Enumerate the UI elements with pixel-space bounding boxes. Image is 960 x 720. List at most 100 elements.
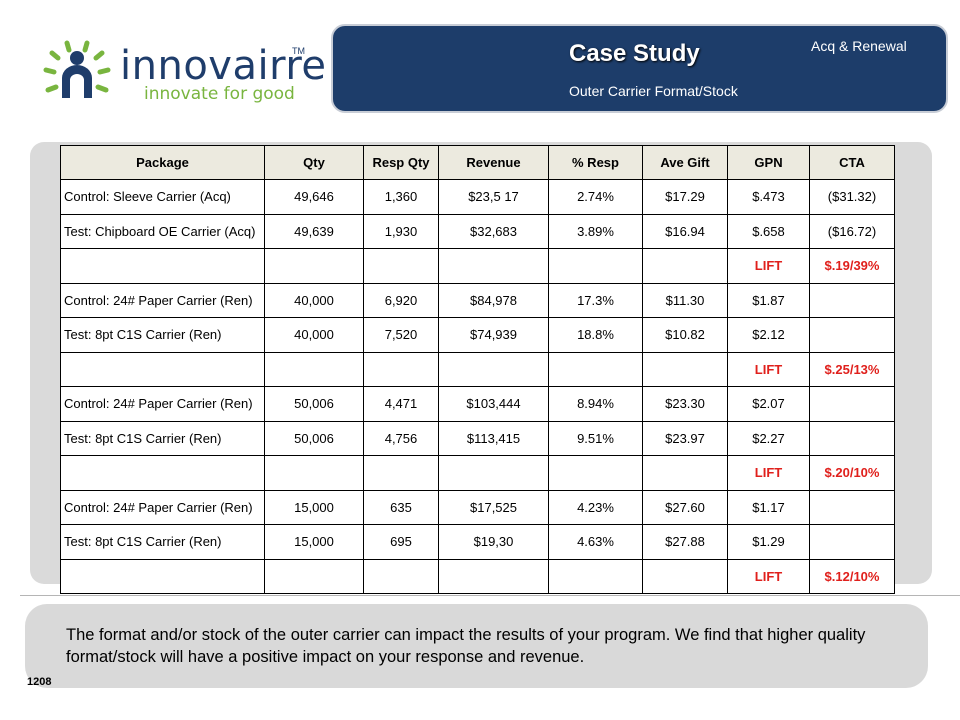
table-row: Control: 24# Paper Carrier (Ren) 40,000 6,…	[60, 282, 895, 318]
table-cell	[548, 248, 643, 284]
package-cell	[60, 455, 265, 491]
page-title: Case Study	[569, 40, 700, 67]
table-cell: $2.27	[727, 420, 810, 456]
table-cell	[363, 558, 439, 594]
table-cell: $10.82	[642, 317, 728, 353]
table-row: Test: Chipboard OE Carrier (Acq) 49,639 1,…	[60, 213, 895, 249]
table-cell: 17.3%	[548, 282, 643, 318]
table-cell: 4.63%	[548, 524, 643, 560]
lift-cell: $.19/39%	[809, 248, 895, 284]
table-cell	[264, 248, 364, 284]
divider-line	[20, 595, 960, 596]
table-cell: $19,30	[438, 524, 549, 560]
lift-row: LIFT $.25/13%	[60, 351, 895, 387]
table-cell: 15,000	[264, 489, 364, 525]
column-header: Resp Qty	[363, 145, 439, 180]
lift-cell: LIFT	[727, 455, 810, 491]
category-tag: Acq & Renewal	[811, 38, 907, 54]
table-body: Control: Sleeve Carrier (Acq) 49,646 1,360…	[60, 179, 895, 594]
table-cell: $1.87	[727, 282, 810, 318]
table-cell: $.473	[727, 179, 810, 215]
table-row: Control: 24# Paper Carrier (Ren) 15,000 63…	[60, 489, 895, 525]
table-header-row: Package Qty Resp Qty Revenue% Resp Ave Gift G…	[60, 145, 895, 180]
table-cell: 1,360	[363, 179, 439, 215]
table-cell	[809, 524, 895, 560]
table-cell	[264, 558, 364, 594]
package-cell	[60, 351, 265, 387]
lift-row: LIFT $.20/10%	[60, 455, 895, 491]
table-cell: $74,939	[438, 317, 549, 353]
table-cell: $113,415	[438, 420, 549, 456]
table-cell: $23.97	[642, 420, 728, 456]
table-cell	[642, 558, 728, 594]
column-header: % Resp	[548, 145, 643, 180]
table-cell: $17.29	[642, 179, 728, 215]
table-cell	[642, 455, 728, 491]
lift-cell: $.12/10%	[809, 558, 895, 594]
table-cell: 8.94%	[548, 386, 643, 422]
table-cell	[363, 248, 439, 284]
table-cell	[809, 386, 895, 422]
package-cell: Control: 24# Paper Carrier (Ren)	[60, 282, 265, 318]
lift-cell: $.20/10%	[809, 455, 895, 491]
table-cell	[264, 455, 364, 491]
package-cell	[60, 558, 265, 594]
package-cell: Test: 8pt C1S Carrier (Ren)	[60, 420, 265, 456]
lift-row: LIFT $.19/39%	[60, 248, 895, 284]
table-cell	[809, 317, 895, 353]
package-cell: Control: 24# Paper Carrier (Ren)	[60, 386, 265, 422]
table-cell: $2.07	[727, 386, 810, 422]
table-cell	[438, 455, 549, 491]
table-cell: 6,920	[363, 282, 439, 318]
table-cell: ($31.32)	[809, 179, 895, 215]
table-row: Test: 8pt C1S Carrier (Ren) 50,006 4,756 $1…	[60, 420, 895, 456]
table-cell: $103,444	[438, 386, 549, 422]
table-cell	[642, 351, 728, 387]
table-row: Control: Sleeve Carrier (Acq) 49,646 1,360…	[60, 179, 895, 215]
table-cell: 7,520	[363, 317, 439, 353]
table-cell: 49,646	[264, 179, 364, 215]
table-cell: 4.23%	[548, 489, 643, 525]
table-cell: $27.88	[642, 524, 728, 560]
table-cell: 3.89%	[548, 213, 643, 249]
package-cell: Test: 8pt C1S Carrier (Ren)	[60, 524, 265, 560]
footer-panel	[25, 604, 928, 688]
column-header: GPN	[727, 145, 810, 180]
table-cell	[363, 351, 439, 387]
table-cell: 15,000	[264, 524, 364, 560]
column-header: Revenue	[438, 145, 549, 180]
table-cell: 1,930	[363, 213, 439, 249]
column-header: Package	[60, 145, 265, 180]
innovairre-logo: innovairre TM innovate for good	[40, 38, 326, 110]
table-cell	[809, 489, 895, 525]
lift-cell: LIFT	[727, 248, 810, 284]
table-cell	[548, 455, 643, 491]
lift-cell: $.25/13%	[809, 351, 895, 387]
table-row: Test: 8pt C1S Carrier (Ren) 15,000 695 $19,…	[60, 524, 895, 560]
table-row: Test: 8pt C1S Carrier (Ren) 40,000 7,520 $7…	[60, 317, 895, 353]
logo-wordmark: innovairre	[120, 43, 327, 89]
table-cell: $84,978	[438, 282, 549, 318]
table-cell: 50,006	[264, 386, 364, 422]
page-subtitle: Outer Carrier Format/Stock	[569, 83, 738, 99]
table-cell: $11.30	[642, 282, 728, 318]
table-cell	[438, 248, 549, 284]
table-cell	[809, 420, 895, 456]
column-header: CTA	[809, 145, 895, 180]
results-table: Package Qty Resp Qty Revenue% Resp Ave Gift G…	[60, 145, 895, 594]
table-cell: 2.74%	[548, 179, 643, 215]
lift-row: LIFT $.12/10%	[60, 558, 895, 594]
package-cell: Control: Sleeve Carrier (Acq)	[60, 179, 265, 215]
trademark-symbol: TM	[292, 46, 305, 56]
table-cell: $17,525	[438, 489, 549, 525]
table-cell: 695	[363, 524, 439, 560]
column-header: Ave Gift	[642, 145, 728, 180]
table-cell	[438, 558, 549, 594]
table-cell: 9.51%	[548, 420, 643, 456]
table-cell: 40,000	[264, 282, 364, 318]
table-cell: 18.8%	[548, 317, 643, 353]
lift-cell: LIFT	[727, 558, 810, 594]
table-cell: ($16.72)	[809, 213, 895, 249]
package-cell: Control: 24# Paper Carrier (Ren)	[60, 489, 265, 525]
table-cell	[642, 248, 728, 284]
